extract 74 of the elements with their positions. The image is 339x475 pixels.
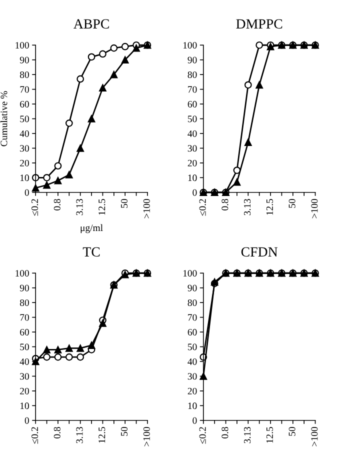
y-tick-label: 60 [188, 328, 197, 336]
y-tick-label: 50 [188, 344, 197, 350]
y-tick-label: 100 [16, 42, 29, 49]
y-tick-label: 30 [188, 145, 197, 152]
x-tick-label: 0.8 [222, 198, 228, 210]
y-tick-label: 90 [188, 284, 197, 292]
x-tick-label: 12.5 [98, 427, 106, 443]
chart-title: DMPPC [236, 19, 282, 29]
y-tick-label: 80 [20, 299, 29, 306]
x-tick-label: ≤0.2 [31, 199, 38, 216]
y-tick-label: 10 [20, 174, 29, 182]
y-tick-label: 20 [188, 388, 197, 394]
x-tick-label: 0.8 [54, 426, 60, 438]
y-tick-label: 80 [188, 71, 197, 78]
y-tick-label: 80 [188, 299, 197, 306]
y-tick-label: 30 [20, 145, 29, 152]
y-tick-label: 60 [188, 100, 197, 108]
x-tick-label: >100 [143, 198, 150, 218]
x-tick-label: 3.13 [244, 427, 251, 444]
x-tick-label: ≤0.2 [199, 427, 206, 444]
y-tick-label: 20 [188, 160, 197, 166]
y-tick-label: 30 [188, 373, 197, 380]
y-tick-label: 0 [192, 417, 197, 424]
y-tick-label: 30 [20, 373, 29, 380]
y-tick-label: 10 [188, 402, 197, 410]
y-tick-label: 70 [20, 314, 29, 321]
y-tick-label: 90 [20, 56, 29, 64]
y-tick-label: 60 [20, 328, 29, 336]
y-tick-label: 40 [20, 130, 29, 137]
x-tick-label: 50 [120, 426, 128, 436]
chart-title: TC [82, 247, 100, 257]
chart-title: CFDN [241, 247, 278, 257]
x-tick-label: 3.13 [76, 199, 83, 216]
x-tick-label: 12.5 [266, 427, 273, 443]
x-tick-label: 12.5 [266, 199, 273, 215]
y-tick-label: 100 [183, 270, 197, 277]
y-tick-label: 70 [20, 86, 29, 93]
x-tick-label: 3.13 [76, 427, 83, 444]
y-tick-label: 60 [20, 100, 29, 108]
x-tick-label: ≤0.2 [199, 199, 206, 216]
y-tick-label: 70 [188, 314, 197, 321]
y-tick-label: 70 [188, 86, 197, 93]
y-tick-label: 20 [20, 388, 29, 394]
x-tick-label: >100 [143, 426, 150, 446]
y-tick-label: 10 [20, 402, 29, 410]
y-tick-label: 0 [24, 189, 29, 196]
y-tick-label: 40 [188, 358, 197, 365]
x-axis-title: μg/ml [80, 224, 103, 234]
y-tick-label: 50 [188, 116, 197, 122]
x-tick-label: >100 [311, 198, 318, 218]
x-tick-label: 12.5 [98, 199, 106, 215]
y-tick-label: 90 [188, 56, 197, 64]
y-tick-label: 80 [20, 71, 29, 78]
y-tick-label: 100 [183, 42, 197, 49]
y-tick-label: 100 [16, 270, 29, 277]
y-tick-label: 0 [24, 417, 29, 424]
y-tick-label: 0 [192, 189, 197, 196]
y-tick-label: 40 [20, 358, 29, 365]
x-tick-label: 0.8 [222, 426, 228, 438]
x-tick-label: >100 [311, 426, 318, 446]
x-tick-label: 50 [288, 198, 296, 208]
y-tick-label: 10 [188, 174, 197, 182]
x-tick-label: 50 [120, 198, 128, 208]
y-tick-label: 50 [20, 116, 29, 122]
y-tick-label: 90 [20, 284, 29, 292]
x-tick-label: 0.8 [54, 198, 60, 210]
y-tick-label: 50 [20, 344, 29, 350]
x-tick-label: 3.13 [244, 199, 251, 216]
y-tick-label: 40 [188, 130, 197, 137]
x-tick-label: 50 [288, 426, 296, 436]
y-axis-title: Cumulative % [0, 91, 8, 146]
y-tick-label: 20 [20, 160, 29, 166]
chart-title: ABPC [74, 19, 109, 29]
x-tick-label: ≤0.2 [31, 427, 38, 444]
